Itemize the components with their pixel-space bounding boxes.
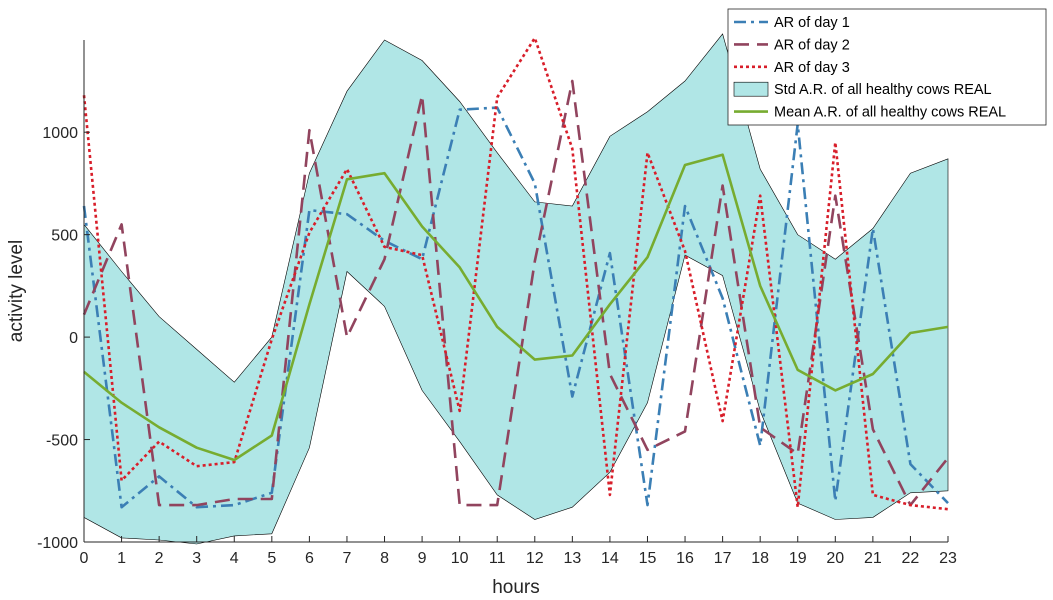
series-line-3 (82, 36, 949, 511)
x-tick-label: 14 (601, 550, 619, 567)
series-line-2 (82, 79, 950, 507)
x-axis-title: hours (492, 577, 540, 598)
x-tick-label: 16 (676, 550, 694, 567)
y-tick-label: 500 (51, 228, 78, 245)
x-tick-label: 17 (714, 550, 732, 567)
std-band-area (83, 33, 949, 545)
legend-label: Mean A.R. of all healthy cows REAL (774, 105, 1006, 121)
x-tick-label: 13 (563, 550, 581, 567)
x-tick-label: 18 (751, 550, 769, 567)
x-tick-label: 9 (418, 550, 427, 567)
x-tick-label: 1 (117, 550, 126, 567)
legend-label: AR of day 1 (774, 15, 850, 31)
x-tick-label: 4 (230, 550, 239, 567)
x-tick-label: 10 (451, 550, 469, 567)
std-band-layer (83, 33, 949, 545)
series-line-4 (83, 153, 949, 462)
x-tick-label: 12 (526, 550, 544, 567)
axes-layer: 0 1 2 3 4 5 6 7 8 9 10 11 12 13 14 15 16 17 18 19 20 21 22 23-1… (37, 40, 957, 567)
x-tick-label: 23 (939, 550, 957, 567)
y-tick-label: -500 (46, 433, 78, 450)
x-tick-label: 7 (343, 550, 352, 567)
y-tick-label: 0 (69, 330, 78, 347)
series-layer (82, 36, 950, 511)
legend-swatch-band (733, 81, 769, 97)
x-tick-label: 0 (80, 550, 89, 567)
x-tick-label: 8 (380, 550, 389, 567)
legend-label: Std A.R. of all healthy cows REAL (774, 82, 992, 98)
legend: AR of day 1 AR of day 2 AR of day 3 Std A.R… (727, 8, 1047, 126)
x-tick-label: 11 (489, 550, 506, 567)
x-tick-label: 20 (826, 550, 844, 567)
x-tick-label: 21 (864, 550, 882, 567)
x-tick-label: 19 (789, 550, 807, 567)
x-tick-label: 6 (305, 550, 314, 567)
legend-label: AR of day 3 (774, 60, 850, 76)
y-tick-label: 1000 (42, 125, 78, 142)
y-tick-label: -1000 (37, 535, 78, 552)
x-tick-label: 2 (155, 550, 164, 567)
x-tick-label: 3 (192, 550, 201, 567)
series-line-1 (82, 106, 949, 509)
y-axis-title: activity level (6, 240, 27, 342)
x-tick-label: 5 (267, 550, 276, 567)
x-tick-label: 22 (902, 550, 920, 567)
legend-label: AR of day 2 (774, 37, 850, 53)
x-tick-label: 15 (639, 550, 657, 567)
legend-box (727, 8, 1047, 126)
